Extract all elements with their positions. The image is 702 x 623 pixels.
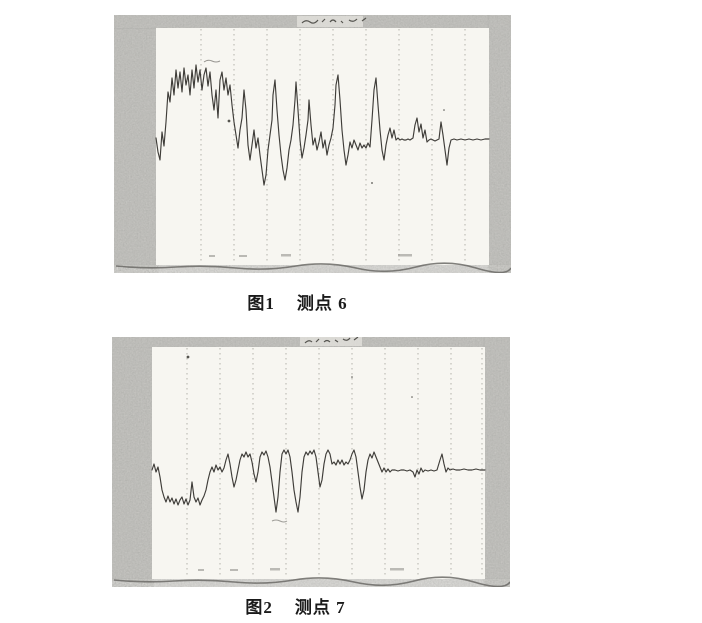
tick-smudges (198, 568, 404, 571)
axis-baseline (113, 576, 510, 587)
figure-1-caption-title: 测点 6 (296, 294, 348, 313)
figure-2-caption-label: 图2 (245, 598, 273, 617)
scrawl-gap (300, 337, 362, 346)
gridlines (186, 348, 483, 578)
figure-2-caption-title: 测点 7 (294, 598, 346, 617)
waveform-trace (155, 64, 490, 186)
scrawl-annotation (300, 337, 362, 346)
figure-1-chart (114, 15, 511, 273)
frame-right-band (489, 15, 511, 273)
frame-right-band (485, 337, 510, 587)
frame-bottom-band (114, 265, 511, 273)
figure-2-caption: 图2 测点 7 (97, 593, 494, 618)
scrawl-marks (301, 17, 367, 24)
trace-note-smudge (203, 59, 221, 63)
trace-note-smudge (271, 519, 288, 523)
axis-baseline (115, 262, 511, 273)
waveform-trace (151, 449, 486, 513)
figure-1-caption: 图1 测点 6 (99, 289, 496, 314)
scan-specks (227, 109, 445, 184)
frame-left-band (112, 337, 152, 581)
figure-1-caption-label: 图1 (247, 294, 275, 313)
figure-2 (112, 337, 510, 587)
frame-bottom-band (112, 579, 510, 587)
scan-specks (186, 355, 413, 398)
scrawl-marks (304, 337, 359, 344)
frame-left-band (114, 15, 156, 267)
gridlines (200, 29, 466, 264)
tick-smudges (209, 254, 412, 257)
figure-2-chart (112, 337, 510, 587)
figure-1 (114, 15, 511, 273)
scrawl-annotation (297, 16, 367, 27)
